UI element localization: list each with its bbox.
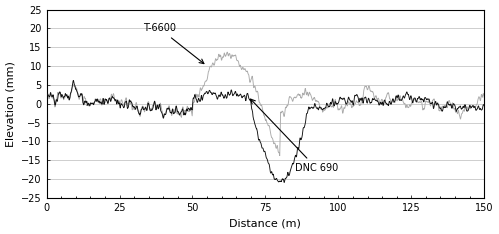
Y-axis label: Elevation (mm): Elevation (mm) — [5, 61, 15, 147]
X-axis label: Distance (m): Distance (m) — [230, 219, 301, 228]
Text: DNC 690: DNC 690 — [250, 99, 338, 173]
Text: T-6600: T-6600 — [143, 23, 204, 64]
